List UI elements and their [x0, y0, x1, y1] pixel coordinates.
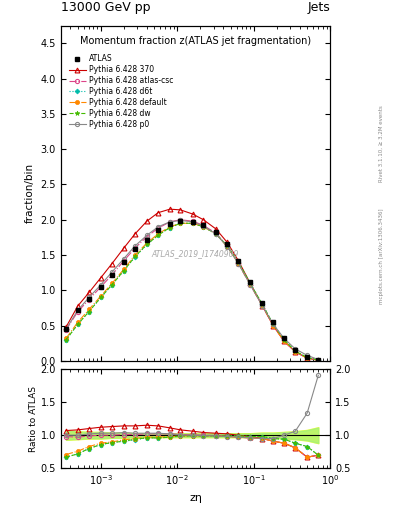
- Y-axis label: fraction/bin: fraction/bin: [25, 163, 35, 223]
- Legend: ATLAS, Pythia 6.428 370, Pythia 6.428 atlas-csc, Pythia 6.428 d6t, Pythia 6.428 : ATLAS, Pythia 6.428 370, Pythia 6.428 at…: [68, 53, 175, 131]
- Text: ATLAS_2019_I1740909: ATLAS_2019_I1740909: [152, 249, 239, 258]
- Text: 13000 GeV pp: 13000 GeV pp: [61, 1, 151, 14]
- Text: mcplots.cern.ch [arXiv:1306.3436]: mcplots.cern.ch [arXiv:1306.3436]: [379, 208, 384, 304]
- X-axis label: zη: zη: [189, 493, 202, 503]
- Text: Momentum fraction z(ATLAS jet fragmentation): Momentum fraction z(ATLAS jet fragmentat…: [80, 36, 311, 46]
- Y-axis label: Ratio to ATLAS: Ratio to ATLAS: [29, 386, 38, 452]
- Text: Rivet 3.1.10, ≥ 3.2M events: Rivet 3.1.10, ≥ 3.2M events: [379, 105, 384, 182]
- Text: Jets: Jets: [307, 1, 330, 14]
